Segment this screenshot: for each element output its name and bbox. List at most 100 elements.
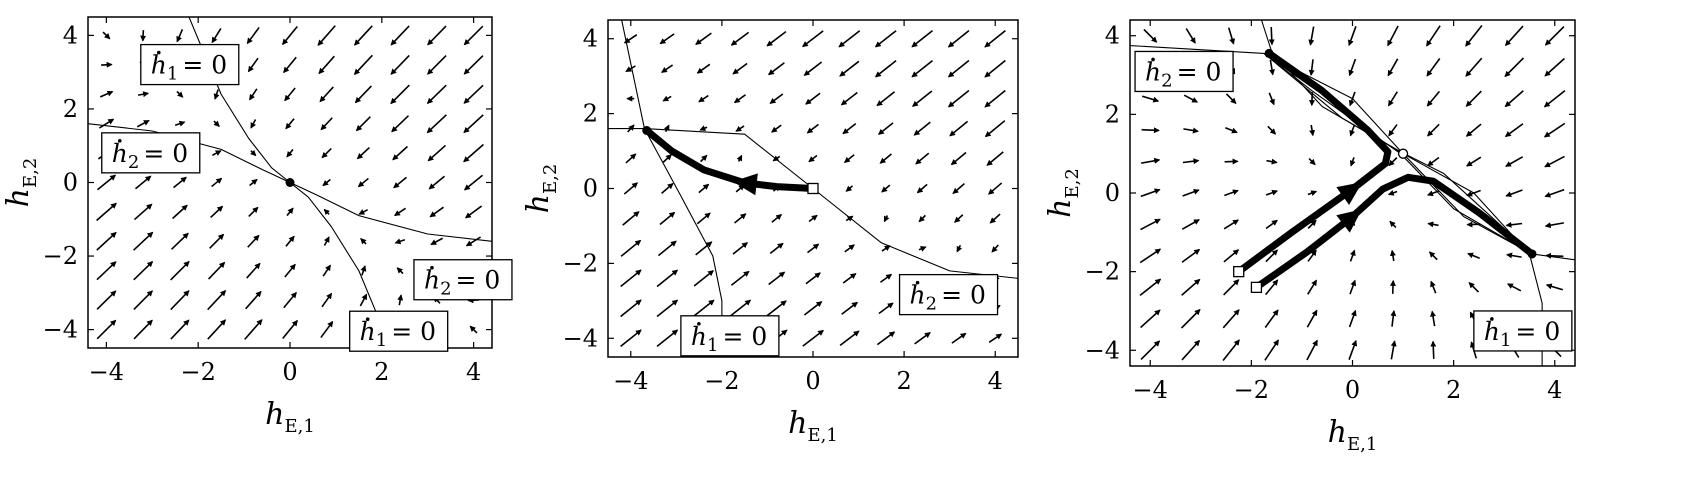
field-arrow: [173, 176, 187, 189]
field-arrow: [1182, 188, 1200, 197]
field-arrow: [172, 204, 188, 220]
field-arrow: [805, 92, 821, 105]
field-arrow: [96, 202, 117, 222]
field-arrow: [469, 325, 478, 334]
overdot: [697, 322, 701, 326]
field-arrow: [283, 291, 297, 309]
field-arrow: [1223, 219, 1239, 230]
nullcline-label-box: [140, 43, 240, 86]
field-arrow: [463, 114, 484, 134]
y-tick-label: −4: [563, 324, 598, 352]
y-tick-label: 0: [583, 175, 598, 203]
nullcline-label-text: h2 = 0: [910, 281, 986, 315]
field-arrow: [140, 30, 147, 42]
overdot: [117, 139, 122, 143]
field-arrow: [356, 146, 370, 160]
field-arrow: [956, 244, 963, 253]
field-arrow: [984, 29, 1006, 48]
field-arrow: [1140, 340, 1161, 361]
field-arrow: [766, 30, 787, 47]
field-arrow: [285, 235, 295, 247]
field-arrow: [1181, 248, 1201, 263]
field-arrow: [622, 211, 640, 226]
field-arrow: [133, 261, 154, 281]
y-tick-label: 2: [1105, 100, 1120, 128]
field-arrow: [700, 154, 708, 163]
field-arrow: [1307, 279, 1318, 295]
field-arrow: [659, 211, 676, 226]
field-arrow: [730, 270, 750, 286]
field-arrow: [427, 55, 447, 75]
field-arrow: [1183, 127, 1199, 134]
field-arrow: [984, 89, 1006, 108]
nullcline-label: h2 = 0: [101, 132, 201, 174]
field-arrow: [662, 154, 672, 163]
field-arrow: [1141, 127, 1160, 134]
field-arrow: [249, 149, 257, 157]
field-arrow: [136, 119, 150, 128]
field-arrow: [249, 88, 258, 101]
nullcline-label-box: [413, 259, 513, 301]
x-tick-label: −2: [1234, 376, 1269, 404]
field-arrow: [876, 91, 896, 107]
field-arrow: [916, 183, 928, 194]
fixed-point: [1527, 249, 1537, 259]
field-arrow: [463, 25, 484, 46]
field-arrow: [427, 144, 447, 162]
nullcline-label-text: h2 = 0: [1145, 57, 1221, 91]
y-tick-label: 2: [583, 100, 598, 128]
field-arrow: [286, 207, 294, 217]
field-arrow: [1225, 93, 1237, 104]
field-arrow: [989, 213, 1001, 224]
field-arrow: [426, 114, 447, 134]
field-arrow: [663, 124, 670, 133]
field-arrow: [394, 238, 406, 245]
nullcline-label: h1 = 0: [349, 310, 449, 352]
field-arrow: [1349, 124, 1356, 137]
field-arrow: [318, 55, 335, 75]
field-arrow: [1349, 157, 1356, 167]
field-arrow: [1465, 25, 1483, 47]
field-arrow: [1267, 125, 1277, 135]
y-tick-label: 4: [1105, 22, 1120, 50]
trajectory-arrowhead: [732, 173, 758, 196]
field-arrow: [625, 153, 637, 164]
field-arrow: [952, 183, 965, 194]
field-arrow: [732, 62, 748, 75]
field-arrow: [840, 91, 858, 106]
field-arrow: [247, 57, 259, 73]
field-arrow: [803, 301, 823, 316]
field-arrow: [247, 234, 260, 248]
field-arrow: [620, 269, 642, 288]
field-arrow: [845, 185, 854, 192]
field-arrow: [96, 174, 117, 191]
field-arrow: [1544, 188, 1565, 198]
x-tick-label: −4: [89, 358, 124, 386]
field-arrow: [914, 332, 931, 345]
field-arrow: [988, 333, 1003, 344]
field-arrow: [133, 319, 153, 340]
field-arrow: [659, 33, 675, 45]
field-arrow: [772, 155, 781, 162]
field-arrow: [463, 84, 484, 104]
field-arrow: [1465, 57, 1483, 77]
field-arrow: [1268, 27, 1275, 46]
field-arrow: [1466, 156, 1482, 167]
field-arrow: [876, 331, 896, 346]
field-arrow: [134, 175, 152, 190]
y-tick-label: 4: [583, 25, 598, 53]
field-arrow: [96, 319, 117, 340]
field-arrow: [1265, 249, 1279, 263]
field-arrow: [1390, 310, 1397, 327]
field-arrow: [1427, 221, 1439, 228]
field-arrow: [662, 95, 672, 102]
field-arrow: [176, 90, 184, 98]
field-arrow: [1426, 123, 1440, 137]
field-arrow: [1139, 248, 1162, 264]
field-arrow: [696, 212, 711, 225]
field-arrow: [1227, 27, 1235, 45]
field-arrow: [429, 206, 445, 218]
field-arrow: [101, 61, 113, 68]
field-arrow: [620, 329, 642, 348]
nullcline-label-box: [898, 273, 999, 316]
